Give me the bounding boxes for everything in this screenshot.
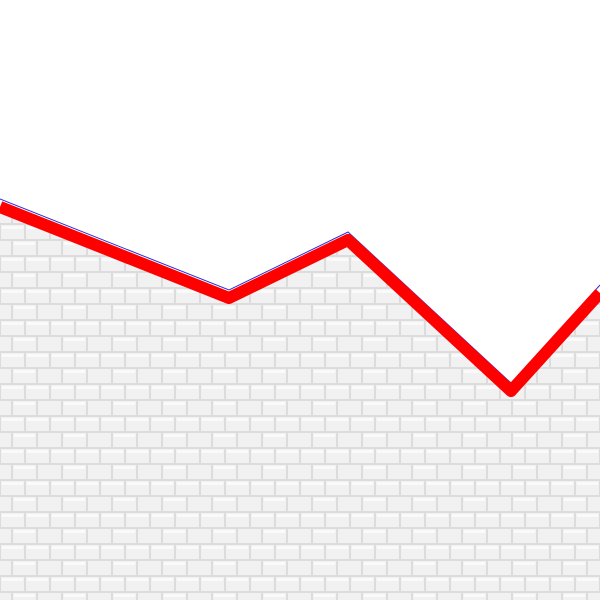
brick-ground [0,206,600,600]
red-track-line [0,201,600,397]
